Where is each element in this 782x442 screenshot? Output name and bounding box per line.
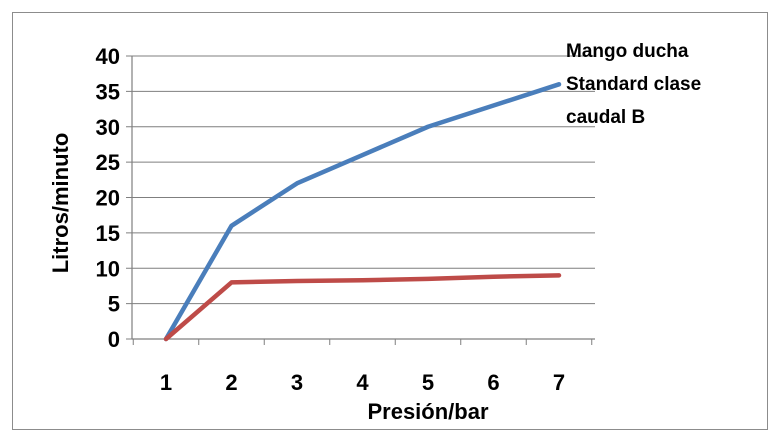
x-tick-label: 2 xyxy=(225,370,237,395)
x-tick-label: 6 xyxy=(487,370,499,395)
y-tick-label: 40 xyxy=(96,44,120,69)
x-tick-labels: 1 2 3 4 5 6 7 xyxy=(160,370,565,395)
y-tick-label: 0 xyxy=(108,327,120,352)
legend-line: Standard clase xyxy=(566,74,701,95)
y-tick-label: 30 xyxy=(96,115,120,140)
x-tick-label: 5 xyxy=(422,370,434,395)
x-tick-label: 1 xyxy=(160,370,172,395)
series-lines xyxy=(163,82,562,342)
chart-frame xyxy=(12,12,768,430)
x-tick-label: 7 xyxy=(553,370,565,395)
y-tick-label: 10 xyxy=(96,256,120,281)
legend-line: caudal B xyxy=(566,107,645,128)
y-tick-label: 25 xyxy=(96,150,120,175)
y-tick-label: 20 xyxy=(96,186,120,211)
x-tick-label: 4 xyxy=(356,370,369,395)
x-tick-label: 3 xyxy=(291,370,303,395)
series-line-2 xyxy=(163,273,562,342)
legend-entry: Mango ducha Standard clase caudal B xyxy=(566,41,701,128)
series-line-1 xyxy=(163,82,562,342)
y-tick-label: 5 xyxy=(108,292,120,317)
axes xyxy=(126,55,595,345)
y-axis-title: Litros/minuto xyxy=(48,133,73,274)
y-tick-label: 15 xyxy=(96,221,120,246)
legend-line: Mango ducha xyxy=(566,41,689,62)
x-axis-title: Presión/bar xyxy=(367,399,488,424)
y-tick-labels: 0 5 10 15 20 25 30 35 40 xyxy=(96,44,120,352)
y-tick-label: 35 xyxy=(96,79,120,104)
